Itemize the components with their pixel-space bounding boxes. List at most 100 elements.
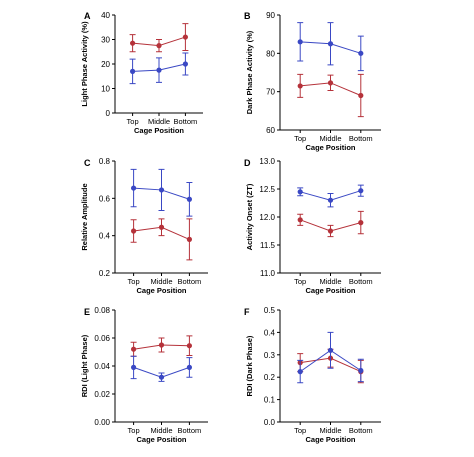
panel-e: E 0.00 0.02 0.04 0.06 0.08 Top Middle BottomCage… — [80, 306, 208, 444]
y-axis-title: Dark Phase Activity (%) — [245, 30, 254, 114]
data-point — [158, 342, 165, 348]
data-point — [131, 346, 137, 352]
y-tick-label: 0.3 — [264, 351, 276, 360]
panel-letter: E — [84, 307, 90, 317]
y-tick-label: 30 — [101, 36, 110, 45]
y-axis-title: Activity Onset (ZT) — [245, 183, 254, 250]
axis-lines — [114, 310, 208, 423]
y-tick-label: 0.0 — [264, 418, 276, 427]
y-tick-label: 0.1 — [264, 396, 276, 405]
y-tick-label: 0.4 — [264, 328, 276, 337]
y-tick-label: 11.0 — [260, 269, 276, 278]
series-red — [129, 23, 189, 53]
data-point — [297, 189, 303, 195]
series-red — [130, 218, 193, 261]
data-point — [130, 40, 136, 46]
data-point — [327, 347, 334, 353]
data-point — [297, 217, 303, 223]
y-tick-label: 0.5 — [264, 306, 276, 315]
data-point — [131, 364, 137, 370]
x-tick-label: Bottom — [178, 277, 202, 286]
series-blue — [297, 22, 364, 72]
x-axis-title: Cage Position — [136, 435, 186, 444]
data-point — [358, 220, 364, 226]
y-axis-title: RDI (Dark Phase) — [245, 335, 254, 396]
y-axis-title: Light Phase Activity (%) — [80, 21, 89, 107]
y-tick-label: 0.04 — [94, 362, 110, 371]
data-point — [186, 236, 192, 242]
data-point — [358, 367, 364, 374]
x-tick-label: Middle — [319, 426, 341, 435]
data-point — [182, 61, 188, 67]
y-tick-label: 10 — [101, 85, 110, 94]
data-point — [186, 196, 192, 202]
data-point — [358, 188, 364, 194]
data-point — [358, 50, 364, 56]
x-tick-label: Middle — [150, 426, 172, 435]
y-tick-label: 20 — [101, 60, 110, 69]
data-point — [327, 41, 334, 47]
x-axis-title: Cage Position — [305, 435, 355, 444]
data-point — [131, 185, 137, 191]
x-tick-label: Bottom — [349, 426, 373, 435]
y-tick-label: 0.4 — [99, 232, 111, 241]
x-axis-title: Cage Position — [305, 143, 355, 152]
y-tick-label: 0.06 — [94, 334, 110, 343]
x-tick-label: Top — [294, 426, 306, 435]
x-tick-label: Bottom — [174, 117, 198, 126]
data-point — [327, 228, 334, 234]
data-point — [158, 374, 165, 380]
y-tick-label: 0.00 — [94, 418, 110, 427]
x-axis-title: Cage Position — [305, 286, 355, 295]
y-tick-label: 12.0 — [259, 213, 275, 222]
series-blue — [297, 331, 364, 384]
series-blue — [130, 355, 193, 382]
y-axis-title: Relative Amplitude — [80, 183, 89, 250]
series-red — [297, 73, 364, 118]
x-tick-label: Bottom — [178, 426, 202, 435]
data-point — [327, 197, 334, 203]
x-tick-label: Top — [127, 117, 139, 126]
y-tick-label: 12.5 — [259, 185, 275, 194]
series-red — [297, 210, 364, 238]
data-point — [186, 364, 192, 370]
x-tick-label: Middle — [148, 117, 170, 126]
data-point — [297, 83, 303, 89]
y-tick-label: 13.0 — [259, 157, 275, 166]
data-point — [156, 67, 162, 73]
data-point — [186, 343, 192, 349]
data-point — [156, 43, 162, 49]
x-tick-label: Top — [294, 277, 306, 286]
y-tick-label: 60 — [266, 126, 275, 135]
y-tick-label: 0 — [106, 109, 111, 118]
y-tick-label: 0.8 — [99, 157, 111, 166]
y-tick-label: 0.2 — [264, 373, 276, 382]
data-point — [297, 369, 303, 375]
x-tick-label: Top — [128, 426, 140, 435]
panel-d: D 11.0 11.5 12.0 12.5 13.0 Top Middle BottomCage… — [244, 157, 381, 295]
y-tick-label: 0.2 — [99, 269, 111, 278]
series-red — [130, 335, 193, 357]
x-tick-label: Bottom — [349, 134, 373, 143]
data-point — [158, 187, 165, 193]
data-point — [327, 80, 334, 86]
x-tick-label: Top — [128, 277, 140, 286]
y-tick-label: 0.6 — [99, 194, 111, 203]
series-blue — [297, 184, 364, 208]
data-point — [158, 224, 165, 230]
series-blue — [130, 168, 193, 217]
x-axis-title: Cage Position — [136, 286, 186, 295]
y-tick-label: 11.5 — [260, 241, 276, 250]
data-point — [131, 228, 137, 234]
panel-letter: B — [244, 11, 251, 21]
x-tick-label: Bottom — [349, 277, 373, 286]
data-point — [358, 92, 364, 99]
y-tick-label: 0.08 — [94, 306, 110, 315]
panel-letter: F — [244, 307, 250, 317]
x-tick-label: Middle — [319, 134, 341, 143]
panel-letter: A — [84, 11, 91, 21]
